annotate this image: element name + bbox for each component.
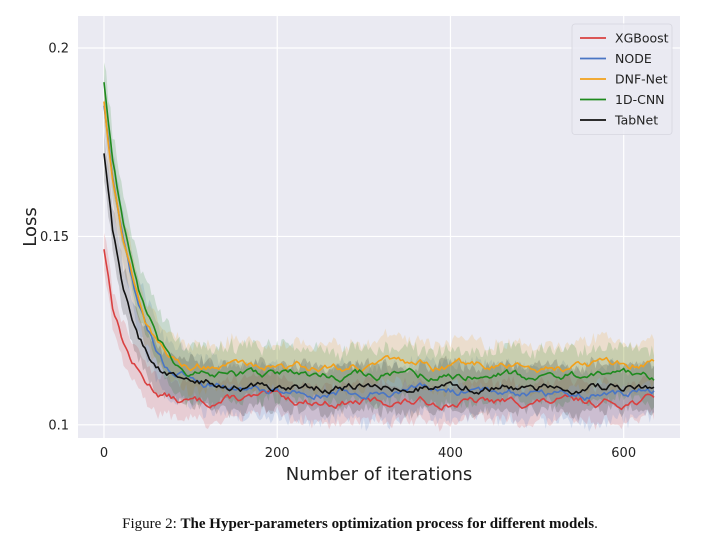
- loss-chart: 0.1 0.15 0.2 0 200 400 600 Number of iteratio…: [20, 16, 680, 485]
- x-tick-label: 600: [611, 446, 636, 461]
- caption-prefix: Figure 2:: [122, 516, 181, 532]
- band-xgboost: [104, 232, 654, 432]
- line-dnf-net: [103, 101, 655, 374]
- band-tabnet: [104, 129, 654, 422]
- legend-label-1d-cnn: 1D-CNN: [615, 92, 665, 107]
- band-dnf-net: [104, 79, 654, 398]
- y-tick-label: 0.1: [48, 418, 69, 433]
- line-node: [103, 105, 655, 401]
- x-tick-label: 400: [438, 446, 463, 461]
- line-xgboost: [103, 249, 655, 411]
- caption-title: The Hyper-parameters optimization proces…: [180, 516, 595, 532]
- line-1d-cnn: [103, 82, 655, 383]
- x-axis-label: Number of iterations: [286, 464, 473, 485]
- series-lines: [103, 82, 655, 411]
- y-axis-label: Loss: [20, 207, 41, 246]
- caption-suffix: .: [594, 516, 598, 532]
- legend-label-dnf-net: DNF-Net: [615, 72, 668, 87]
- legend: XGBoost NODE DNF-Net 1D-CNN TabNet: [571, 23, 673, 135]
- y-tick-label: 0.2: [48, 42, 69, 57]
- legend-box: [571, 23, 673, 135]
- y-tick-label: 0.15: [40, 230, 69, 245]
- y-axis-ticks: 0.1 0.15 0.2: [40, 42, 69, 434]
- x-axis-ticks: 0 200 400 600: [100, 446, 636, 461]
- x-tick-label: 0: [100, 446, 108, 461]
- legend-label-tabnet: TabNet: [614, 113, 658, 128]
- line-tabnet: [103, 153, 655, 395]
- band-1d-cnn: [104, 62, 654, 411]
- figure-caption: Figure 2: The Hyper-parameters optimizat…: [0, 516, 720, 533]
- legend-label-node: NODE: [615, 51, 652, 66]
- x-tick-label: 200: [265, 446, 290, 461]
- legend-label-xgboost: XGBoost: [615, 31, 669, 46]
